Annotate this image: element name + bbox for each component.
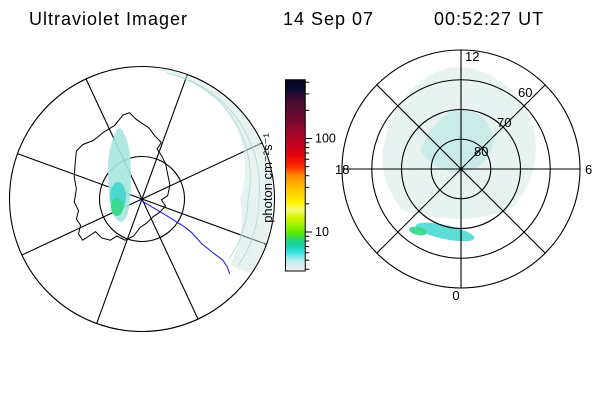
svg-text:100: 100 bbox=[315, 132, 336, 146]
svg-text:0: 0 bbox=[452, 288, 459, 303]
svg-text:12: 12 bbox=[465, 49, 479, 64]
svg-text:photon cm⁻²s⁻¹: photon cm⁻²s⁻¹ bbox=[260, 133, 275, 223]
svg-text:10: 10 bbox=[315, 225, 329, 239]
svg-text:80: 80 bbox=[474, 144, 488, 159]
svg-text:6: 6 bbox=[585, 162, 592, 177]
svg-text:60: 60 bbox=[518, 85, 532, 100]
svg-text:18: 18 bbox=[335, 162, 349, 177]
svg-text:70: 70 bbox=[497, 115, 511, 130]
